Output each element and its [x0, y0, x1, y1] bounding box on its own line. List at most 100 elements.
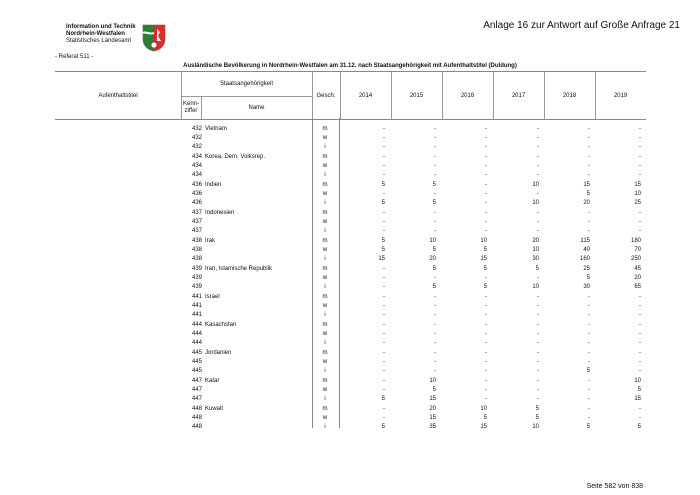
cell-value: 40	[583, 247, 590, 253]
cell-value: -	[485, 303, 487, 309]
cell-value: -	[588, 312, 590, 318]
cell-value: -	[537, 359, 539, 365]
cell-value: 15	[429, 415, 436, 421]
country-name: Irak	[205, 238, 216, 244]
cell-value: -	[383, 303, 385, 309]
page-number: Seite 582 von 838	[586, 483, 643, 490]
cell-value: -	[588, 406, 590, 412]
gender: i	[324, 424, 326, 430]
table-row: 438 i 15 20 15 30 160 250	[0, 255, 700, 264]
cell-value: 5	[381, 247, 385, 253]
referat: - Referat 511 -	[55, 54, 94, 60]
gender: w	[322, 331, 328, 337]
cell-value: -	[588, 126, 590, 132]
table-row: 432 Vietnam m - - - - - -	[0, 125, 700, 134]
cell-value: 10	[429, 378, 436, 384]
cell-value: -	[485, 219, 487, 225]
cell-value: -	[434, 210, 436, 216]
cell-value: 35	[429, 424, 436, 430]
gender: m	[322, 210, 328, 216]
table-row: 436 i 5 5 - 10 20 25	[0, 199, 700, 208]
cell-value: -	[434, 340, 436, 346]
cell-value: -	[537, 312, 539, 318]
table-row: 447 w - 5 - - - 5	[0, 386, 700, 395]
header-year: 2016	[460, 92, 475, 99]
cell-value: -	[537, 135, 539, 141]
org-line-3: Statistisches Landesamt	[66, 38, 132, 44]
kennziffer: 447	[191, 378, 202, 384]
cell-value: -	[383, 135, 385, 141]
cell-value: 5	[586, 191, 590, 197]
table-row: 444 i - - - - - -	[0, 339, 700, 348]
cell-value: -	[434, 322, 436, 328]
cell-value: -	[639, 312, 641, 318]
cell-value: -	[537, 331, 539, 337]
cell-value: 115	[580, 238, 590, 244]
cell-value: -	[639, 368, 641, 374]
kennziffer: 438	[191, 238, 202, 244]
cell-value: -	[537, 163, 539, 169]
table-row: 432 w - - - - - -	[0, 134, 700, 143]
cell-value: 25	[583, 266, 590, 272]
cell-value: -	[485, 154, 487, 160]
gender: w	[322, 247, 328, 253]
cell-value: 5	[432, 200, 436, 206]
gender: m	[322, 126, 328, 132]
cell-value: -	[588, 396, 590, 402]
table-row: 447 i 5 15 - - - 15	[0, 395, 700, 404]
cell-value: 10	[634, 378, 641, 384]
cell-value: -	[434, 126, 436, 132]
kennziffer: 436	[191, 191, 202, 197]
cell-value: -	[639, 210, 641, 216]
cell-value: -	[537, 126, 539, 132]
cell-value: -	[537, 154, 539, 160]
cell-value: 5	[432, 387, 436, 393]
country-name: Indien	[205, 182, 222, 188]
table-header: Aufenthaltstitel Staatsangehörigkeit Ken…	[55, 71, 646, 120]
country-name: Katar	[205, 378, 220, 384]
cell-value: -	[639, 135, 641, 141]
table-row: 438 Irak m 5 10 10 20 115 180	[0, 237, 700, 246]
cell-value: -	[383, 387, 385, 393]
cell-value: -	[383, 294, 385, 300]
cell-value: -	[639, 172, 641, 178]
table-row: 434 i - - - - - -	[0, 171, 700, 180]
gender: i	[324, 172, 326, 178]
header-aufenthaltstitel: Aufenthaltstitel	[98, 92, 138, 99]
kennziffer: 432	[191, 126, 202, 132]
organization-name: Information und Technik Nordrhein-Westfa…	[66, 24, 136, 45]
cell-value: 5	[535, 266, 539, 272]
cell-value: -	[485, 135, 487, 141]
gender: m	[322, 294, 328, 300]
kennziffer: 434	[191, 163, 202, 169]
table-row: 437 w - - - - - -	[0, 218, 700, 227]
kennziffer: 441	[191, 312, 202, 318]
cell-value: -	[485, 322, 487, 328]
cell-value: -	[588, 294, 590, 300]
cell-value: -	[588, 331, 590, 337]
cell-value: -	[485, 294, 487, 300]
cell-value: -	[434, 312, 436, 318]
kennziffer: 439	[191, 284, 202, 290]
cell-value: -	[639, 406, 641, 412]
cell-value: 10	[532, 424, 539, 430]
gender: w	[322, 135, 328, 141]
kennziffer: 437	[191, 219, 202, 225]
cell-value: -	[537, 172, 539, 178]
cell-value: -	[588, 163, 590, 169]
cell-value: -	[434, 172, 436, 178]
kennziffer: 432	[191, 135, 202, 141]
cell-value: -	[639, 228, 641, 234]
table-row: 438 w 5 5 5 10 40 70	[0, 246, 700, 255]
cell-value: 15	[583, 182, 590, 188]
table-row: 448 i 5 35 15 10 5 5	[0, 423, 700, 432]
cell-value: -	[537, 368, 539, 374]
cell-value: -	[588, 135, 590, 141]
cell-value: -	[485, 144, 487, 150]
cell-value: 5	[586, 424, 590, 430]
cell-value: -	[383, 340, 385, 346]
cell-value: -	[485, 275, 487, 281]
cell-value: -	[485, 331, 487, 337]
cell-value: -	[434, 331, 436, 337]
cell-value: -	[434, 228, 436, 234]
